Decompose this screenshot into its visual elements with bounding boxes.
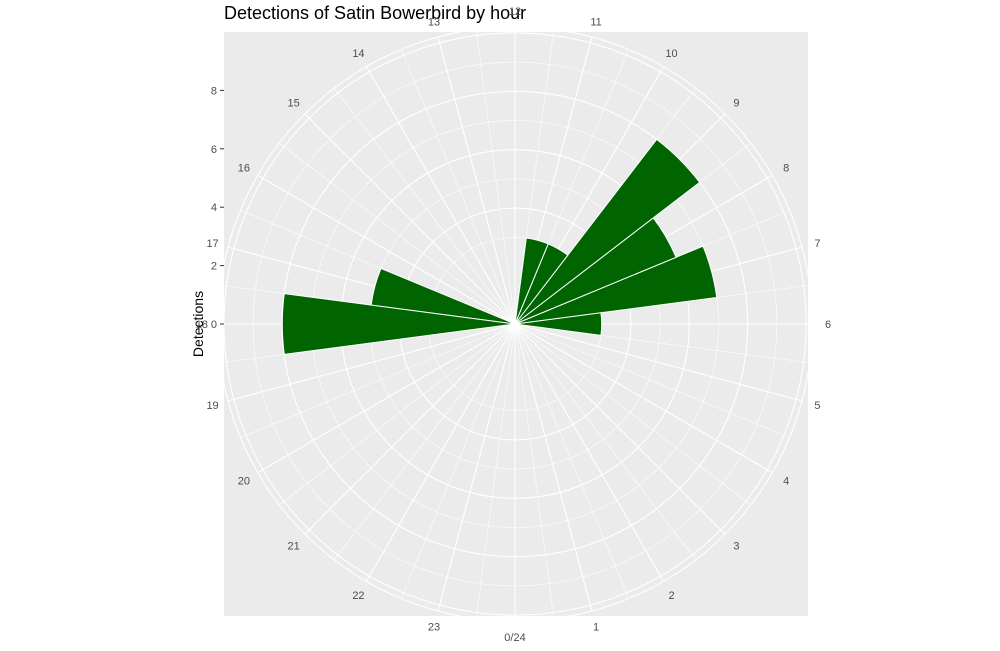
y-tick-label: 2	[211, 261, 217, 273]
grid-spoke	[514, 323, 629, 599]
bar-hour-9	[514, 138, 701, 325]
grid-spoke	[514, 323, 665, 582]
y-axis: 0 2 4 6 8	[211, 85, 224, 331]
grid-spoke	[514, 323, 726, 535]
y-axis-title: Detections	[190, 291, 206, 357]
grid-spoke	[333, 323, 516, 560]
y-tick-label: 0	[211, 319, 217, 331]
grid-spoke	[240, 323, 516, 438]
hour-label: 3	[733, 540, 739, 552]
y-tick-label: 8	[211, 85, 217, 97]
grid-spoke	[365, 66, 516, 325]
hour-label: 9	[733, 98, 739, 110]
hour-label: 0/24	[504, 632, 525, 644]
grid-spoke	[514, 323, 803, 402]
y-tick-label: 4	[211, 202, 217, 214]
hour-label: 17	[206, 238, 218, 250]
hour-label: 19	[206, 400, 218, 412]
grid-spoke	[401, 323, 516, 599]
grid-spoke	[475, 29, 516, 325]
grid-spoke	[437, 36, 516, 325]
hour-label: 21	[287, 540, 299, 552]
grid-spoke	[365, 323, 516, 582]
hour-label: 15	[287, 98, 299, 110]
hour-label: 7	[814, 238, 820, 250]
hour-label: 2	[668, 590, 674, 602]
hour-label: 12	[509, 6, 521, 18]
y-tick-label: 6	[211, 144, 217, 156]
hour-label: 6	[825, 319, 831, 331]
grid-spoke	[304, 323, 516, 535]
grid-spoke	[514, 323, 773, 474]
hour-label: 11	[590, 17, 601, 29]
chart-title: Detections of Satin Bowerbird by hour	[224, 3, 527, 23]
hour-label: 8	[783, 162, 789, 174]
grid-spoke	[279, 142, 516, 325]
grid-spoke	[437, 323, 516, 612]
hour-label: 23	[428, 621, 440, 633]
hour-label: 22	[352, 590, 364, 602]
bar-hour-11	[514, 237, 549, 325]
bar-layer	[281, 138, 718, 355]
grid-spoke	[401, 49, 516, 325]
bar-hour-18	[281, 293, 516, 355]
grid-spoke	[514, 323, 593, 612]
hour-label: 5	[814, 400, 820, 412]
grid-spoke	[333, 88, 516, 325]
grid-spoke	[257, 323, 516, 474]
grid-spoke	[257, 174, 516, 325]
hour-label: 13	[428, 17, 440, 29]
hour-label: 14	[352, 48, 364, 60]
grid-spoke	[514, 323, 790, 438]
hour-label: 16	[238, 162, 250, 174]
grid-spoke	[514, 323, 751, 506]
hour-label: 18	[196, 319, 208, 331]
hour-label: 4	[783, 476, 789, 488]
hour-label: 1	[593, 621, 599, 633]
hour-label-layer: 0/24123456789101112131415161718192021222…	[196, 6, 831, 644]
grid-spoke	[514, 323, 555, 619]
grid-spoke	[475, 323, 516, 619]
grid-spoke	[304, 113, 516, 325]
hour-label: 10	[665, 48, 677, 60]
bar-hour-7	[514, 245, 718, 325]
grid-spoke	[279, 323, 516, 506]
hour-label: 20	[238, 476, 250, 488]
grid-spoke	[227, 323, 516, 402]
grid-spoke	[514, 323, 697, 560]
